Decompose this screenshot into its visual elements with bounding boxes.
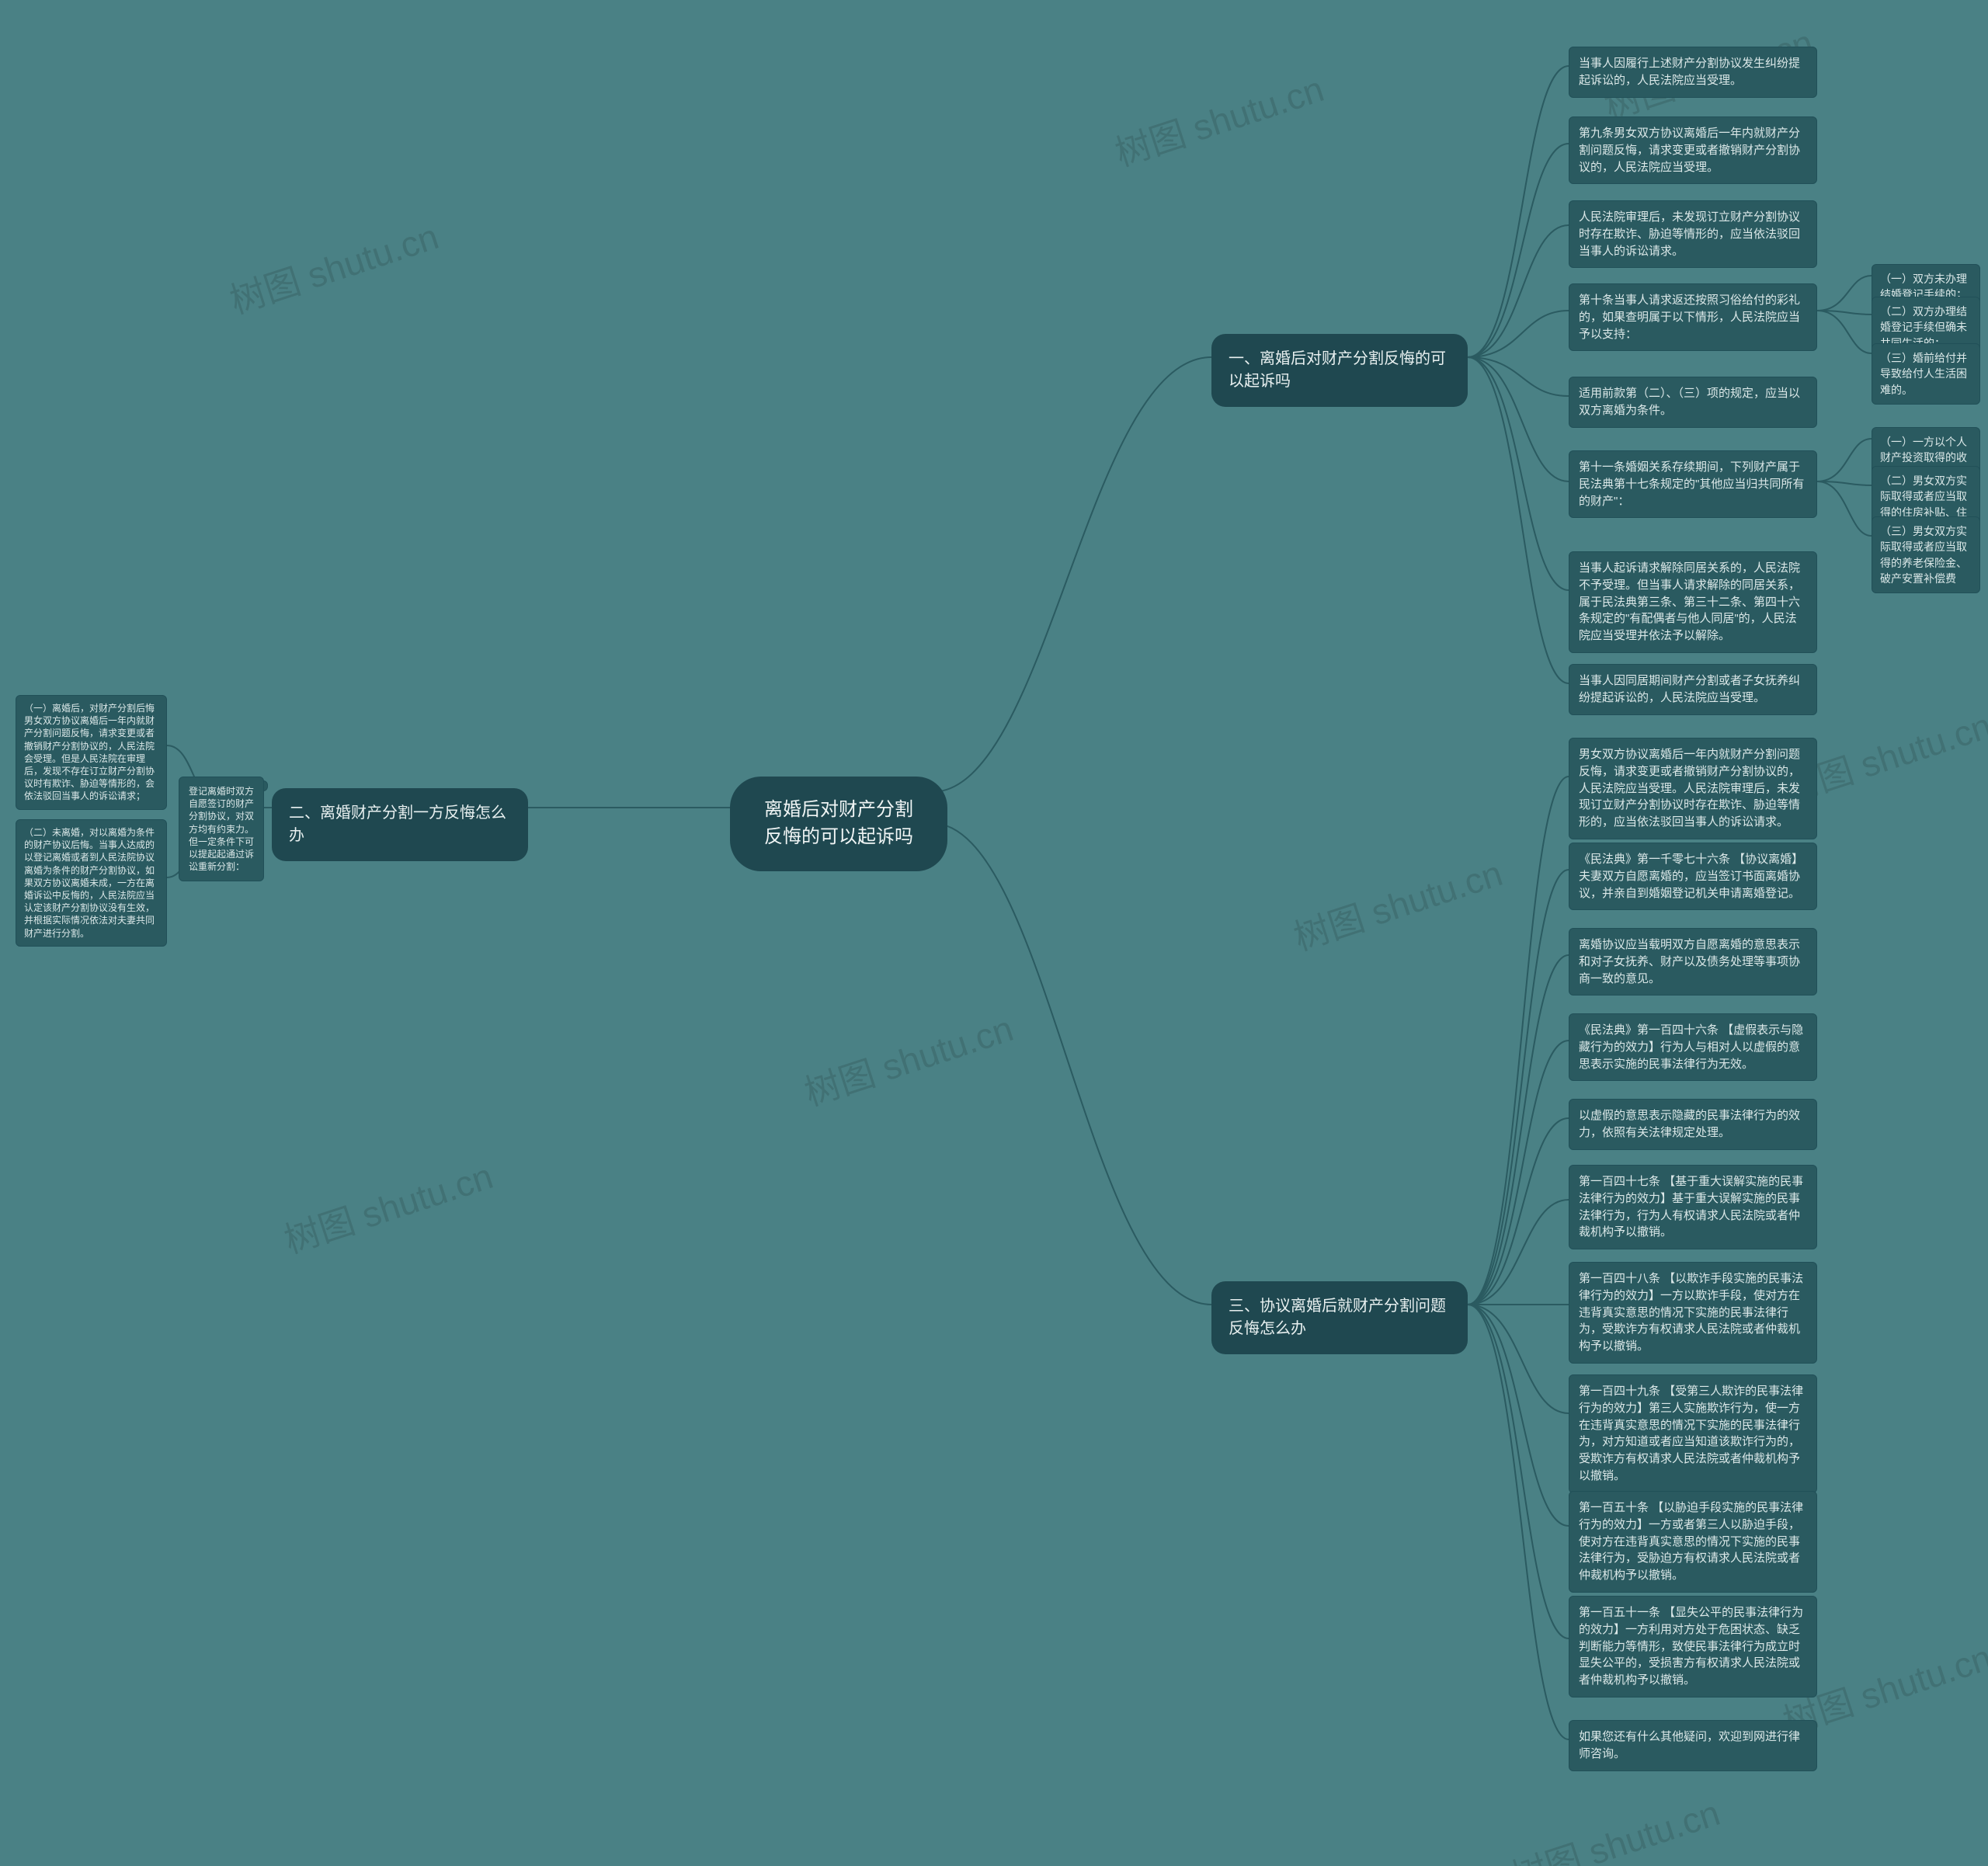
sub-node[interactable]: 《民法典》第一百四十六条 【虚假表示与隐藏行为的效力】行为人与相对人以虚假的意思… [1569,1013,1817,1081]
sub-node[interactable]: 第一百四十八条 【以欺诈手段实施的民事法律行为的效力】一方以欺诈手段，使对方在违… [1569,1262,1817,1364]
sub-node[interactable]: 当事人因履行上述财产分割协议发生纠纷提起诉讼的，人民法院应当受理。 [1569,47,1817,98]
sub-node[interactable]: 第一百四十九条 【受第三人欺诈的民事法律行为的效力】第三人实施欺诈行为，使一方在… [1569,1374,1817,1493]
sub-node[interactable]: 第十条当事人请求返还按照习俗给付的彩礼的，如果查明属于以下情形，人民法院应当予以… [1569,283,1817,351]
root-node[interactable]: 离婚后对财产分割反悔的可以起诉吗 [730,777,947,871]
sub-node[interactable]: 当事人因同居期间财产分割或者子女抚养纠纷提起诉讼的，人民法院应当受理。 [1569,664,1817,715]
sub-node[interactable]: 《民法典》第一千零七十六条 【协议离婚】夫妻双方自愿离婚的，应当签订书面离婚协议… [1569,843,1817,910]
sub-node[interactable]: 适用前款第（二）、（三）项的规定，应当以双方离婚为条件。 [1569,377,1817,428]
sub-node[interactable]: 男女双方协议离婚后一年内就财产分割问题反悔，请求变更或者撤销财产分割协议的，人民… [1569,738,1817,839]
branch-node-3[interactable]: 三、协议离婚后就财产分割问题反悔怎么办 [1211,1281,1468,1354]
sub-node[interactable]: 离婚协议应当载明双方自愿离婚的意思表示和对子女抚养、财产以及债务处理等事项协商一… [1569,928,1817,996]
watermark: 树图 shutu.cn [1108,61,1329,177]
watermark: 树图 shutu.cn [223,209,444,325]
sub-node[interactable]: 第一百五十一条 【显失公平的民事法律行为的效力】一方利用对方处于危困状态、缺乏判… [1569,1596,1817,1697]
branch-node-2[interactable]: 二、离婚财产分割一方反悔怎么办 [272,788,528,861]
watermark: 树图 shutu.cn [1504,1785,1726,1866]
sub-node[interactable]: 人民法院审理后，未发现订立财产分割协议时存在欺诈、胁迫等情形的，应当依法驳回当事… [1569,200,1817,268]
sub-node[interactable]: 第九条男女双方协议离婚后一年内就财产分割问题反悔，请求变更或者撤销财产分割协议的… [1569,116,1817,184]
watermark: 树图 shutu.cn [798,1001,1019,1117]
leaf-node[interactable]: （三）男女双方实际取得或者应当取得的养老保险金、破产安置补偿费 [1872,516,1980,593]
branch-node-1[interactable]: 一、离婚后对财产分割反悔的可以起诉吗 [1211,334,1468,407]
sub-node[interactable]: 第十一条婚姻关系存续期间，下列财产属于民法典第十七条规定的"其他应当归共同所有的… [1569,450,1817,518]
leaf-node[interactable]: （三）婚前给付并导致给付人生活困难的。 [1872,343,1980,405]
leaf-node[interactable]: （一）离婚后，对财产分割后悔男女双方协议离婚后一年内就财产分割问题反悔，请求变更… [16,695,167,810]
sub-node[interactable]: 以虚假的意思表示隐藏的民事法律行为的效力，依照有关法律规定处理。 [1569,1099,1817,1150]
leaf-node[interactable]: （二）未离婚，对以离婚为条件的财产协议后悔。当事人达成的以登记离婚或者到人民法院… [16,819,167,947]
watermark: 树图 shutu.cn [1287,846,1508,961]
sub-node-b2[interactable]: 登记离婚时双方自愿签订的财产分割协议，对双方均有约束力。但一定条件下可以提起起通… [179,777,264,881]
sub-node[interactable]: 第一百五十条 【以胁迫手段实施的民事法律行为的效力】一方或者第三人以胁迫手段，使… [1569,1491,1817,1593]
sub-node[interactable]: 第一百四十七条 【基于重大误解实施的民事法律行为的效力】基于重大误解实施的民事法… [1569,1165,1817,1249]
watermark: 树图 shutu.cn [277,1148,499,1264]
sub-node[interactable]: 当事人起诉请求解除同居关系的，人民法院不予受理。但当事人请求解除的同居关系，属于… [1569,551,1817,653]
sub-node[interactable]: 如果您还有什么其他疑问，欢迎到网进行律师咨询。 [1569,1720,1817,1771]
